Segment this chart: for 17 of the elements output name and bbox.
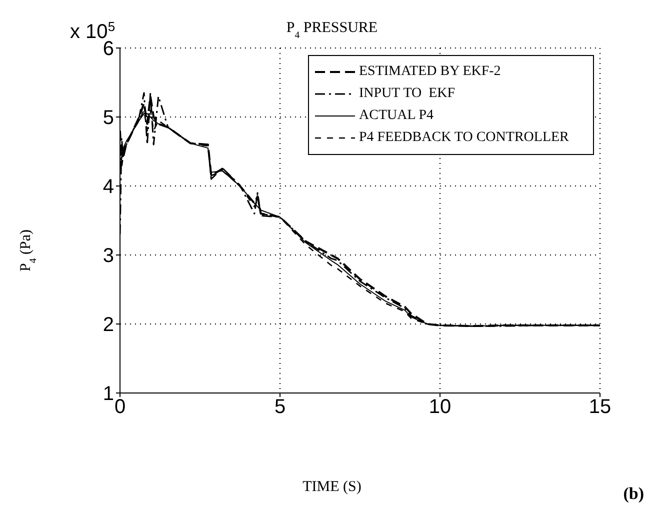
x-tick-label: 15 (588, 396, 612, 418)
y-tick-label: 3 (102, 245, 114, 268)
y-tick-label: 1 (102, 383, 114, 406)
x-axis-title: TIME (S) (302, 479, 362, 495)
y-tick-label: 2 (102, 314, 114, 336)
legend-label: ACTUAL P4 (359, 108, 434, 124)
x-tick-label: 0 (114, 396, 126, 418)
legend-label: INPUT TO EKF (359, 86, 456, 102)
y-tick-label: 6 (102, 38, 114, 60)
legend-label: P4 FEEDBACK TO CONTROLLER (359, 130, 569, 146)
chart-title: P$_{4}$ PRESSURE (286, 20, 378, 40)
x-tick-label: 10 (428, 396, 452, 418)
legend-label: ESTIMATED BY EKF-2 (359, 64, 501, 80)
y-tick-label: 4 (102, 176, 114, 198)
y-tick-label: 5 (102, 107, 114, 130)
text: (b) (623, 484, 644, 503)
x-tick-label: 5 (274, 396, 286, 418)
